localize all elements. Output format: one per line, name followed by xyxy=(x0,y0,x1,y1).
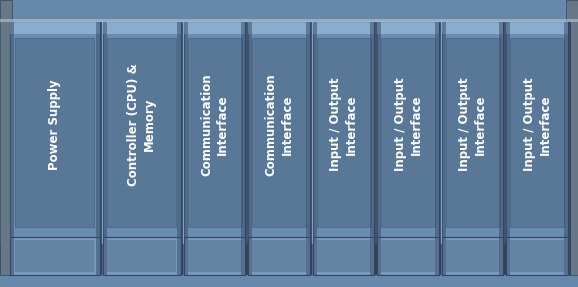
Bar xyxy=(377,22,381,275)
Bar xyxy=(436,22,442,275)
Bar xyxy=(565,22,570,275)
Bar xyxy=(564,22,568,275)
Bar xyxy=(317,38,370,227)
Bar xyxy=(102,22,181,34)
Bar xyxy=(184,22,188,275)
Bar xyxy=(252,38,306,227)
Bar xyxy=(107,240,176,272)
Bar xyxy=(506,22,510,275)
Bar xyxy=(377,237,439,275)
Text: Power Supply: Power Supply xyxy=(48,79,61,170)
Bar xyxy=(184,22,245,237)
Bar xyxy=(499,22,503,275)
Bar xyxy=(249,22,310,34)
Bar xyxy=(506,22,568,34)
Bar xyxy=(242,22,245,275)
Bar xyxy=(0,0,578,22)
Text: Input / Output
Interface: Input / Output Interface xyxy=(394,78,423,171)
Bar xyxy=(0,275,578,287)
Bar xyxy=(377,22,439,34)
Bar xyxy=(249,22,310,237)
Bar xyxy=(506,22,568,237)
Bar xyxy=(306,22,310,275)
Text: Communication
Interface: Communication Interface xyxy=(200,73,229,176)
Bar xyxy=(184,22,245,237)
Bar xyxy=(510,240,564,272)
Bar xyxy=(0,244,578,287)
Bar xyxy=(313,22,375,237)
Bar xyxy=(16,38,94,227)
Bar xyxy=(313,237,375,275)
Bar xyxy=(446,38,500,227)
Bar xyxy=(252,240,306,272)
Bar xyxy=(313,22,375,237)
Bar xyxy=(249,237,310,275)
Bar xyxy=(184,237,245,275)
Bar xyxy=(442,22,503,237)
Bar xyxy=(377,22,439,237)
Bar xyxy=(102,22,181,237)
Bar xyxy=(506,237,568,275)
Bar xyxy=(0,0,578,22)
Bar xyxy=(0,0,12,275)
Bar xyxy=(442,22,503,34)
Bar xyxy=(10,22,99,34)
Bar xyxy=(313,22,317,275)
Bar xyxy=(177,22,181,275)
Bar xyxy=(184,22,245,34)
Bar xyxy=(501,22,506,275)
Bar xyxy=(510,38,564,227)
Bar xyxy=(178,22,183,275)
Bar xyxy=(107,38,176,227)
Bar xyxy=(307,22,312,275)
Bar xyxy=(10,22,99,237)
Bar xyxy=(187,38,242,227)
Bar xyxy=(372,22,377,275)
Bar xyxy=(102,237,181,275)
Bar xyxy=(446,240,500,272)
Bar xyxy=(566,0,578,275)
Text: Input / Output
Interface: Input / Output Interface xyxy=(458,78,487,171)
Bar xyxy=(10,237,99,275)
Text: Controller (CPU) &
Memory: Controller (CPU) & Memory xyxy=(127,63,156,186)
Bar xyxy=(442,22,503,237)
Bar xyxy=(317,240,370,272)
Bar xyxy=(102,22,181,237)
Bar xyxy=(370,22,375,275)
Bar xyxy=(435,22,439,275)
Bar xyxy=(243,22,248,275)
Bar xyxy=(10,22,14,275)
Bar xyxy=(381,38,435,227)
Bar xyxy=(102,22,106,275)
Bar xyxy=(0,19,578,22)
Text: Input / Output
Interface: Input / Output Interface xyxy=(523,78,552,171)
Bar xyxy=(0,21,578,25)
Bar xyxy=(313,22,375,34)
Bar xyxy=(249,22,253,275)
Bar xyxy=(97,22,102,275)
Bar xyxy=(377,22,439,237)
Text: Input / Output
Interface: Input / Output Interface xyxy=(329,78,358,171)
Bar xyxy=(10,22,99,237)
Text: Communication
Interface: Communication Interface xyxy=(265,73,294,176)
Bar xyxy=(442,237,503,275)
Bar xyxy=(16,240,94,272)
Bar xyxy=(506,22,568,237)
Bar xyxy=(381,240,435,272)
Bar xyxy=(95,22,99,275)
Bar xyxy=(187,240,242,272)
Bar xyxy=(249,22,310,237)
Bar xyxy=(442,22,446,275)
